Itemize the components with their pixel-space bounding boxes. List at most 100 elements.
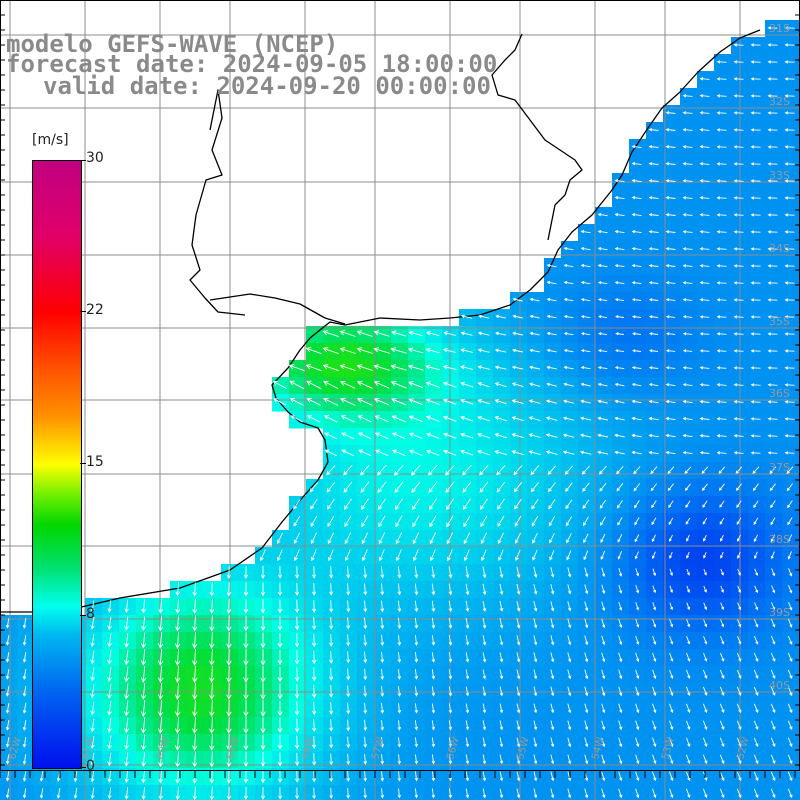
wind-arrow <box>771 585 776 594</box>
speed-cell <box>629 564 647 582</box>
speed-cell <box>510 326 528 344</box>
speed-cell <box>323 717 341 735</box>
wind-arrow <box>567 567 572 578</box>
speed-cell <box>0 768 18 786</box>
wind-arrow <box>614 433 625 438</box>
speed-cell <box>391 479 409 497</box>
speed-cell <box>289 768 307 786</box>
speed-cell <box>680 445 698 463</box>
speed-cell <box>425 513 443 531</box>
speed-cell <box>306 700 324 718</box>
speed-cell <box>391 632 409 650</box>
wind-arrow <box>124 616 129 631</box>
speed-cell <box>578 411 596 429</box>
speed-cell <box>646 751 664 769</box>
speed-cell <box>204 581 222 599</box>
wind-arrow <box>750 332 761 336</box>
wind-arrow <box>346 617 351 630</box>
speed-cell <box>578 241 596 259</box>
wind-arrow <box>107 666 112 682</box>
wind-arrow <box>307 415 321 423</box>
wind-arrow <box>425 449 440 456</box>
wind-arrow <box>669 585 673 594</box>
speed-cell <box>578 564 596 582</box>
speed-cell <box>204 768 222 786</box>
wind-arrow <box>767 162 778 166</box>
speed-cell <box>629 428 647 446</box>
speed-cell <box>612 564 630 582</box>
wind-arrow <box>407 347 424 354</box>
speed-cell <box>544 394 562 412</box>
wind-arrow <box>733 196 744 200</box>
speed-cell <box>408 564 426 582</box>
wind-arrow <box>511 450 524 456</box>
wind-arrow <box>686 585 690 594</box>
wind-arrow <box>784 230 795 234</box>
wind-arrow <box>448 617 453 629</box>
speed-cell <box>493 717 511 735</box>
wind-arrow <box>601 686 606 697</box>
speed-cell <box>391 343 409 361</box>
rio-de-la-plata-north-shore <box>209 293 346 325</box>
speed-cell <box>136 649 154 667</box>
wind-arrow <box>533 566 538 579</box>
wind-arrow <box>767 247 778 251</box>
wind-arrow <box>141 752 147 767</box>
wind-arrow <box>431 686 436 697</box>
speed-cell <box>714 207 732 225</box>
wind-arrow <box>425 330 440 337</box>
wind-arrow <box>294 599 300 614</box>
speed-cell <box>306 598 324 616</box>
speed-cell <box>697 71 715 89</box>
wind-arrow <box>446 515 454 528</box>
wind-arrow <box>618 686 623 697</box>
wind-arrow <box>601 652 606 663</box>
wind-arrow <box>567 737 572 748</box>
speed-cell <box>595 292 613 310</box>
wind-arrow <box>632 315 642 319</box>
speed-cell <box>782 139 800 157</box>
speed-cell <box>663 411 681 429</box>
speed-cell <box>595 581 613 599</box>
wind-arrow <box>549 550 555 561</box>
speed-cell <box>561 700 579 718</box>
wind-arrow <box>276 549 283 562</box>
wind-arrow <box>482 566 487 579</box>
wind-arrow <box>770 686 776 696</box>
wind-arrow <box>719 720 725 731</box>
speed-cell <box>646 479 664 497</box>
speed-cell <box>119 632 137 650</box>
wind-arrow <box>736 771 742 782</box>
speed-cell <box>612 547 630 565</box>
wind-arrow <box>787 652 793 662</box>
wind-arrow <box>583 533 589 544</box>
speed-cell <box>476 343 494 361</box>
speed-cell <box>612 190 630 208</box>
wind-arrow <box>533 737 538 748</box>
wind-arrow <box>123 666 130 683</box>
speed-cell <box>527 581 545 599</box>
wind-arrow <box>90 633 95 648</box>
speed-cell <box>629 700 647 718</box>
speed-cell <box>493 377 511 395</box>
speed-cell <box>0 734 18 752</box>
speed-cell <box>578 479 596 497</box>
wind-arrow <box>682 451 693 455</box>
speed-cell <box>374 785 392 800</box>
speed-cell <box>238 615 256 633</box>
speed-cell <box>765 394 783 412</box>
wind-arrow <box>682 315 693 319</box>
wind-arrow <box>5 618 10 629</box>
wind-arrow <box>356 397 373 406</box>
wind-arrow <box>22 788 27 799</box>
speed-cell <box>629 241 647 259</box>
wind-arrow <box>699 264 710 268</box>
speed-cell <box>255 717 273 735</box>
speed-cell <box>17 649 35 667</box>
speed-cell <box>170 666 188 684</box>
speed-cell <box>255 768 273 786</box>
speed-cell <box>663 649 681 667</box>
speed-cell <box>595 564 613 582</box>
wind-arrow <box>635 754 640 765</box>
wind-arrow <box>295 787 299 800</box>
